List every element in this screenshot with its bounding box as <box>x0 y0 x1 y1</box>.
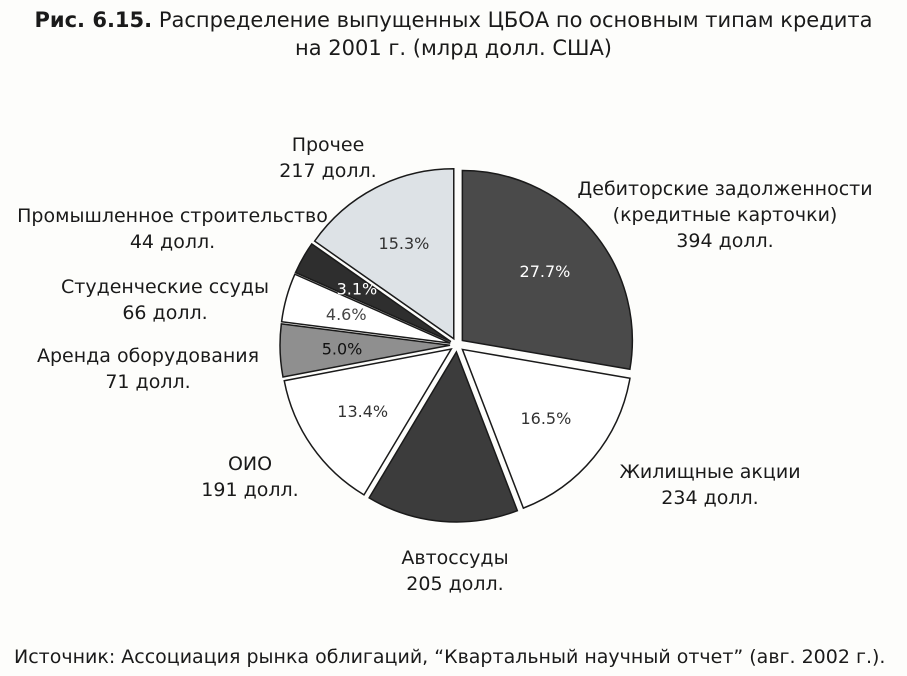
pie-slice-5 <box>280 273 451 344</box>
source-note: Источник: Ассоциация рынка облигаций, “К… <box>14 646 886 668</box>
slice-percent-label-3: 13.4% <box>337 402 388 421</box>
slice-label-oio: ОИО 191 долл. <box>180 451 320 503</box>
pie-slice-2 <box>368 350 519 523</box>
slice-value: 44 долл. <box>129 231 216 253</box>
slice-label-industrial-construction: Промышленное строительство 44 долл. <box>5 203 340 255</box>
slice-value: 394 долл. <box>676 230 774 252</box>
slice-name-2: (кредитные карточки) <box>612 204 838 226</box>
slice-name: Студенческие ссуды <box>60 276 270 298</box>
slice-percent-label-7: 15.3% <box>379 234 430 253</box>
slice-percent-label-0: 27.7% <box>520 262 571 281</box>
slice-label-student-loans: Студенческие ссуды 66 долл. <box>45 274 285 326</box>
slice-percent-label-5: 4.6% <box>326 305 367 324</box>
slice-percent-label-6: 3.1% <box>337 279 378 298</box>
slice-value: 66 долл. <box>122 302 208 324</box>
slice-percent-label-4: 5.0% <box>322 340 363 359</box>
slice-label-other: Прочее 217 долл. <box>258 132 398 184</box>
slice-label-equipment-lease: Аренда оборудования 71 долл. <box>18 343 278 395</box>
figure-label: Рис. 6.15. <box>34 8 153 32</box>
slice-name: Промышленное строительство <box>17 205 328 227</box>
chart-title: Рис. 6.15. Распределение выпущенных ЦБОА… <box>0 6 907 62</box>
slice-percent-label-1: 16.5% <box>520 409 571 428</box>
slice-name: Автоссуды <box>401 547 509 569</box>
slice-label-home-equity: Жилищные акции 234 долл. <box>590 459 830 511</box>
slice-name: Прочее <box>291 134 365 156</box>
slice-label-auto-loans: Автоссуды 205 долл. <box>370 545 540 597</box>
pie-slice-4 <box>279 323 451 378</box>
slice-name: ОИО <box>227 453 273 475</box>
title-line-2: на 2001 г. (млрд долл. США) <box>295 36 612 60</box>
slice-name: Дебиторские задолженности <box>577 178 873 200</box>
slice-label-receivables: Дебиторские задолженности (кредитные кар… <box>560 176 890 254</box>
slice-value: 217 долл. <box>279 160 377 182</box>
slice-value: 191 долл. <box>201 479 299 501</box>
slice-name: Жилищные акции <box>619 461 801 483</box>
slice-name: Аренда оборудования <box>36 345 260 367</box>
slice-value: 234 долл. <box>661 487 759 509</box>
slice-value: 205 долл. <box>406 573 504 595</box>
slice-value: 71 долл. <box>105 371 191 393</box>
title-line-1: Распределение выпущенных ЦБОА по основны… <box>158 8 873 32</box>
pie-slice-6 <box>294 242 452 343</box>
pie-slice-0 <box>461 169 634 371</box>
pie-slice-7 <box>313 168 455 341</box>
pie-slice-3 <box>283 347 453 496</box>
pie-slice-1 <box>461 348 631 510</box>
